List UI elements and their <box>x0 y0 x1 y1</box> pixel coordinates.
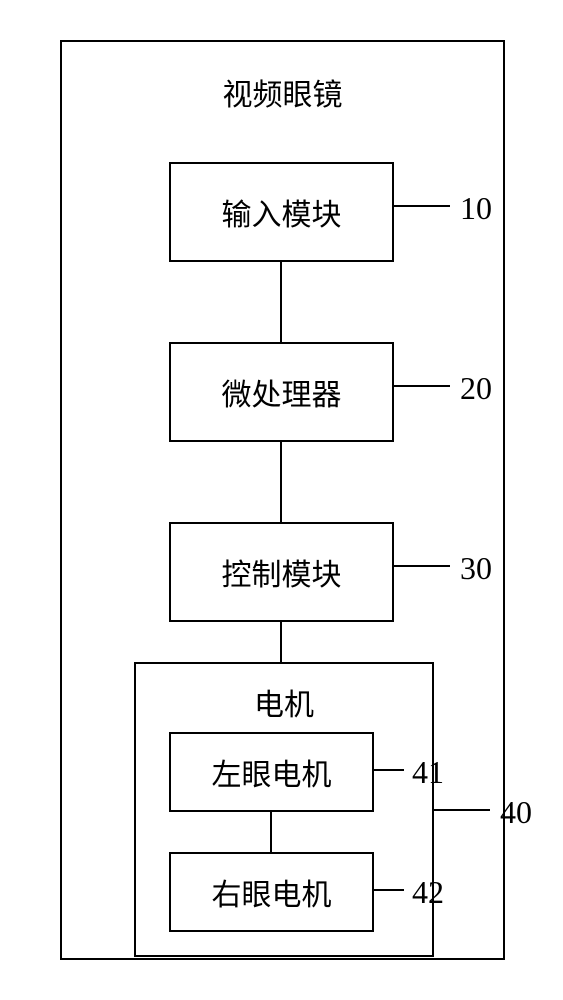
block-microprocessor: 微处理器 <box>169 342 394 442</box>
diagram-title: 视频眼镜 <box>62 70 503 114</box>
ref-label-40: 40 <box>500 794 532 831</box>
leader-line-42 <box>374 889 404 891</box>
ref-label-41: 41 <box>412 754 444 791</box>
block-right-eye-motor: 右眼电机 <box>169 852 374 932</box>
ref-label-20: 20 <box>460 370 492 407</box>
ref-label-42: 42 <box>412 874 444 911</box>
block-control-module: 控制模块 <box>169 522 394 622</box>
ref-label-30: 30 <box>460 550 492 587</box>
block-motor: 电机 左眼电机 右眼电机 41 42 <box>134 662 434 957</box>
block-40-label: 电机 <box>136 680 432 724</box>
leader-line-30 <box>394 565 450 567</box>
block-input-module: 输入模块 <box>169 162 394 262</box>
leader-line-40 <box>434 809 490 811</box>
ref-label-10: 10 <box>460 190 492 227</box>
block-left-eye-motor: 左眼电机 <box>169 732 374 812</box>
block-30-label: 控制模块 <box>222 550 342 594</box>
block-20-label: 微处理器 <box>222 370 342 414</box>
connector-10-20 <box>280 262 282 342</box>
leader-line-10 <box>394 205 450 207</box>
connector-30-40 <box>280 622 282 662</box>
block-42-label: 右眼电机 <box>212 870 332 914</box>
connector-41-42 <box>270 812 272 852</box>
leader-line-41 <box>374 769 404 771</box>
block-10-label: 输入模块 <box>222 190 342 234</box>
connector-20-30 <box>280 442 282 522</box>
diagram-outer-frame: 视频眼镜 输入模块 微处理器 控制模块 电机 左眼电机 右眼电机 41 42 1… <box>60 40 505 960</box>
block-41-label: 左眼电机 <box>212 750 332 794</box>
leader-line-20 <box>394 385 450 387</box>
